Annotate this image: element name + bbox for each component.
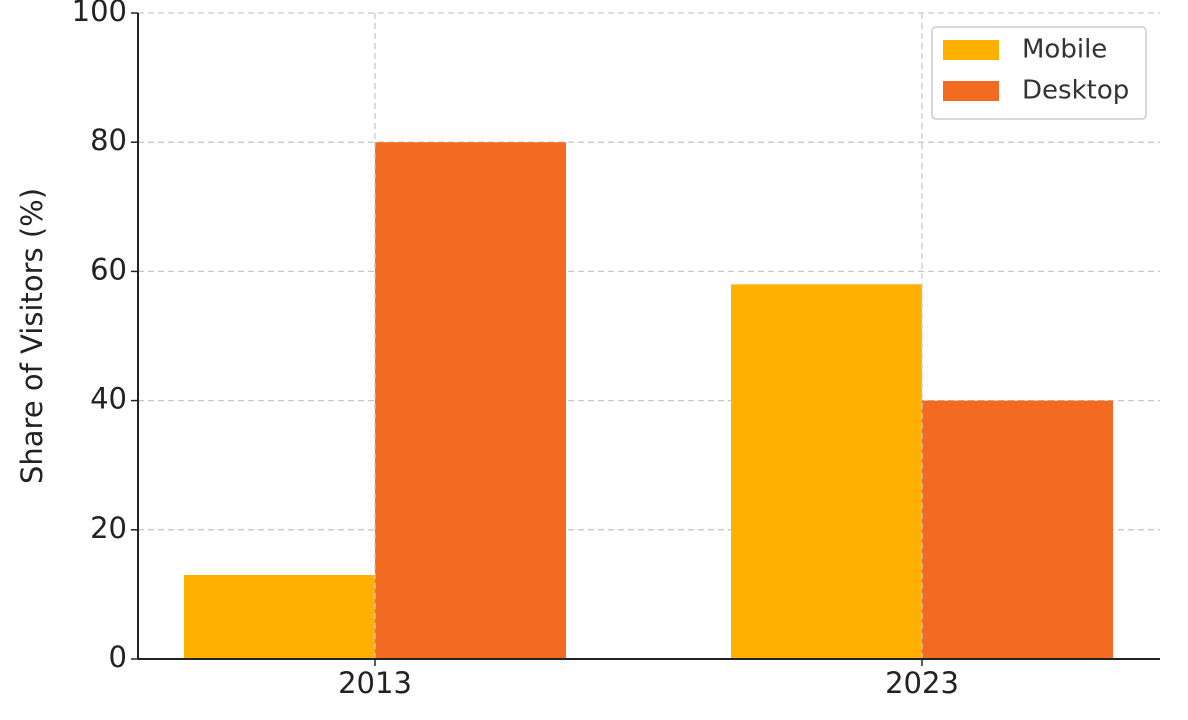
legend-label: Desktop xyxy=(1022,76,1129,106)
y-axis-label: Share of Visitors (%) xyxy=(15,188,49,484)
x-tick-label: 2013 xyxy=(338,666,412,700)
y-tick-label: 80 xyxy=(90,123,127,157)
y-tick-label: 20 xyxy=(90,511,127,545)
y-tick-label: 100 xyxy=(72,0,127,28)
bar xyxy=(731,284,922,659)
y-tick-label: 40 xyxy=(90,382,127,416)
x-tick-label: 2023 xyxy=(885,666,959,700)
bar xyxy=(922,400,1113,659)
y-tick-label: 0 xyxy=(109,640,127,674)
legend-swatch xyxy=(943,40,999,60)
y-tick-label: 60 xyxy=(90,252,127,286)
bar xyxy=(184,575,375,659)
legend-swatch xyxy=(943,81,999,101)
bar xyxy=(375,142,566,659)
legend-label: Mobile xyxy=(1022,35,1107,65)
